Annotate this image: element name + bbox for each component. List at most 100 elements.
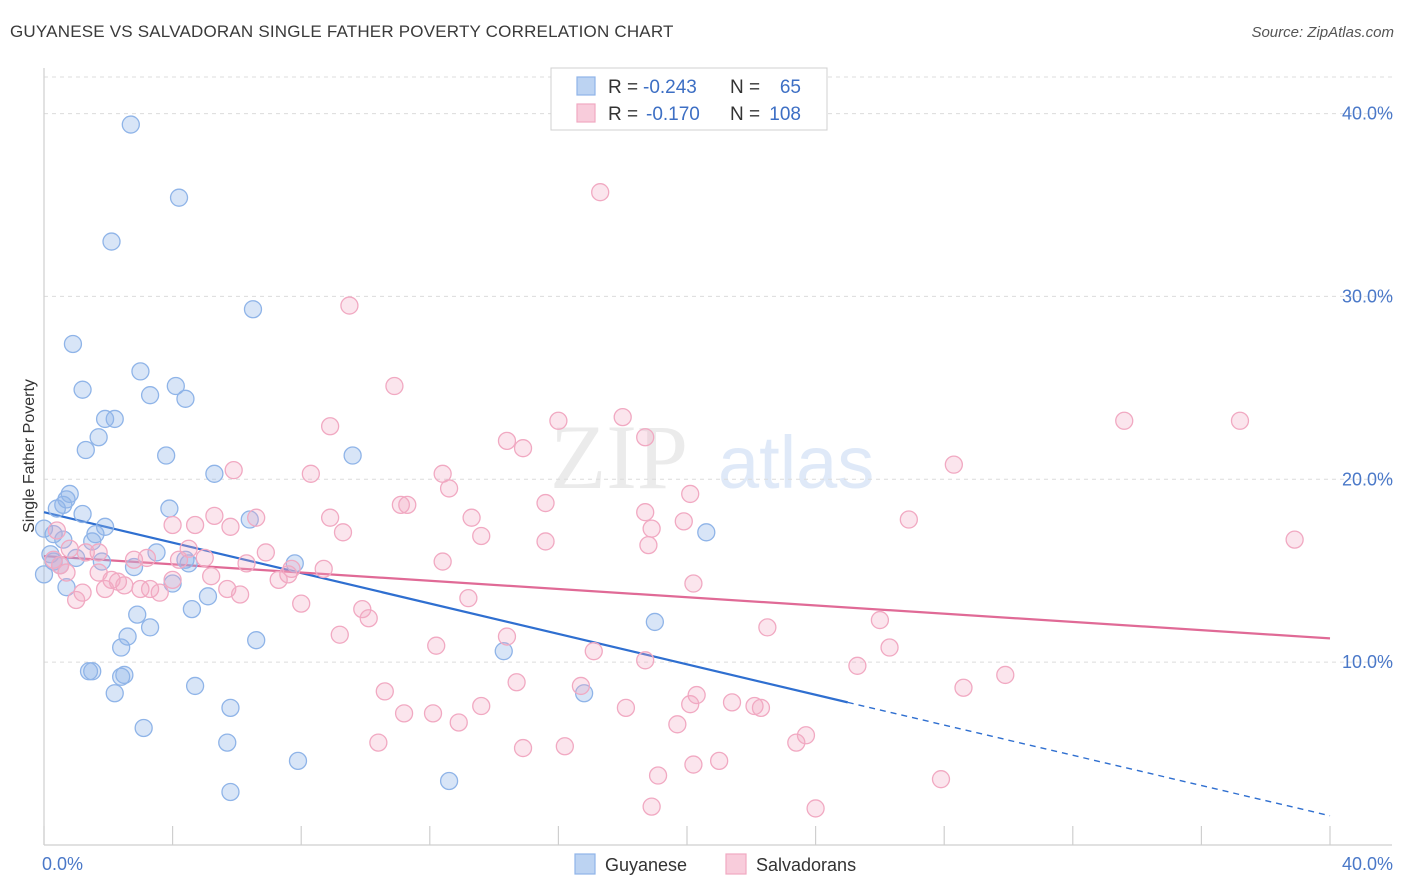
salvadoran-point-64 (73, 583, 92, 602)
tick-labels: 10.0% 20.0% 30.0% 40.0% (1342, 104, 1393, 673)
salvadoran-point-88 (375, 682, 394, 701)
legend-n-label-1: N = (730, 77, 760, 98)
guyanese-point-22 (73, 504, 92, 524)
salvadoran-point-5 (549, 411, 568, 430)
salvadoran-point-12 (944, 455, 963, 474)
salvadoran-point-99 (369, 733, 388, 752)
salvadoran-point-22 (205, 506, 224, 526)
chart-title: GUYANESE VS SALVADORAN SINGLE FATHER POV… (10, 22, 674, 41)
guyanese-point-8 (166, 376, 185, 396)
legend-n-value-2: 108 (769, 104, 801, 125)
trend-lines (43, 511, 1331, 817)
salvadoran-point-77 (330, 625, 349, 644)
guyanese-point-30 (83, 532, 102, 551)
gridlines (44, 76, 1392, 663)
guyanese-point-5 (63, 334, 83, 354)
guyanese-point-10 (176, 389, 195, 408)
salvadoran-point-92 (571, 676, 591, 696)
salvadoran-point-102 (449, 713, 468, 732)
salvadoran-point-51 (314, 559, 333, 579)
salvadoran-point-20 (536, 493, 555, 513)
zipatlas-watermark: ZIP atlas (550, 406, 874, 508)
salvadoran-point-4 (613, 407, 632, 427)
guyanese-point-9 (140, 386, 160, 405)
salvadoran-point-26 (899, 510, 918, 529)
guyanese-point-19 (57, 490, 76, 509)
guyanese-point-12 (105, 409, 124, 429)
salvadoran-point-91 (722, 693, 742, 712)
guyanese-point-50 (118, 627, 137, 646)
guyanese-point-23 (160, 499, 179, 518)
salvadoran-point-71 (292, 594, 311, 613)
salvadoran-point-67 (140, 579, 160, 599)
guyanese-point-56 (112, 667, 131, 686)
salvadoran-point-86 (954, 678, 973, 697)
salvadoran-point-18 (398, 495, 417, 515)
guyanese-point-2 (169, 188, 189, 207)
salvadoran-point-21 (636, 503, 655, 522)
salvadoran-point-8 (320, 417, 340, 436)
guyanese-point-47 (128, 605, 147, 624)
guyanese-point-6 (131, 362, 150, 381)
guyanese-point-3 (102, 232, 121, 251)
guyanese-point-29 (54, 530, 73, 549)
y-tick-label-1: 10.0% (1342, 652, 1393, 672)
salvadoran-point-28 (163, 515, 182, 535)
salvadoran-points (44, 183, 1304, 818)
guyanese-point-49 (140, 618, 160, 637)
guyanese-point-53 (494, 642, 513, 661)
guyanese-point-13 (89, 428, 108, 447)
guyanese-point-61 (221, 698, 240, 718)
salvadoran-point-17 (681, 484, 700, 504)
salvadoran-point-90 (681, 695, 700, 714)
salvadoran-point-94 (472, 696, 491, 716)
salvadoran-point-58 (163, 570, 182, 590)
bottom-legend-swatch-salvadoran (725, 853, 747, 875)
salvadoran-point-81 (880, 638, 899, 657)
salvadoran-point-87 (687, 685, 706, 705)
trend-line-salvadoran (43, 554, 1331, 640)
bottom-legend-label-guyanese: Guyanese (605, 855, 687, 875)
x-tick-min: 0.0% (42, 854, 83, 874)
salvadoran-point-95 (616, 698, 636, 718)
guyanese-point-25 (95, 517, 115, 536)
y-tick-label-2: 20.0% (1342, 469, 1393, 489)
guyanese-point-66 (221, 782, 240, 802)
guyanese-point-52 (112, 638, 131, 657)
salvadoran-point-104 (684, 755, 703, 774)
salvadoran-point-97 (668, 715, 687, 734)
series-legend: Guyanese Salvadorans (574, 853, 856, 875)
salvadoran-point-101 (555, 737, 574, 756)
salvadoran-point-39 (89, 543, 108, 562)
salvadoran-point-107 (648, 766, 668, 785)
legend-r-value-2: -0.170 (646, 104, 700, 125)
salvadoran-point-38 (76, 543, 95, 562)
trend-line-extension-guyanese (847, 701, 1331, 817)
salvadoran-point-93 (423, 704, 443, 723)
salvadoran-point-3 (385, 376, 404, 396)
stats-legend: R = -0.243 N = 65 R = -0.170 N = 108 (550, 67, 828, 131)
salvadoran-point-25 (462, 508, 481, 527)
y-axis-label: Single Father Poverty (21, 379, 38, 533)
guyanese-point-37 (67, 548, 86, 568)
salvadoran-point-83 (636, 651, 655, 670)
salvadoran-point-82 (848, 656, 867, 675)
legend-r-label-2: R = (608, 104, 638, 125)
salvadoran-point-11 (513, 439, 533, 458)
salvadoran-point-59 (202, 567, 221, 586)
salvadoran-point-84 (507, 673, 526, 692)
salvadoran-point-53 (57, 563, 76, 582)
guyanese-point-39 (179, 554, 198, 573)
svg-text:atlas: atlas (718, 421, 874, 504)
salvadoran-point-42 (639, 535, 658, 555)
guyanese-point-7 (73, 380, 92, 399)
salvadoran-point-108 (642, 797, 661, 816)
salvadoran-point-106 (513, 738, 533, 758)
salvadoran-point-23 (247, 508, 266, 527)
salvadoran-point-49 (237, 554, 256, 573)
salvadoran-point-31 (333, 523, 353, 542)
salvadoran-point-30 (221, 517, 240, 536)
guyanese-point-51 (247, 631, 266, 650)
salvadoran-point-9 (497, 431, 517, 451)
salvadoran-point-6 (1115, 411, 1134, 430)
